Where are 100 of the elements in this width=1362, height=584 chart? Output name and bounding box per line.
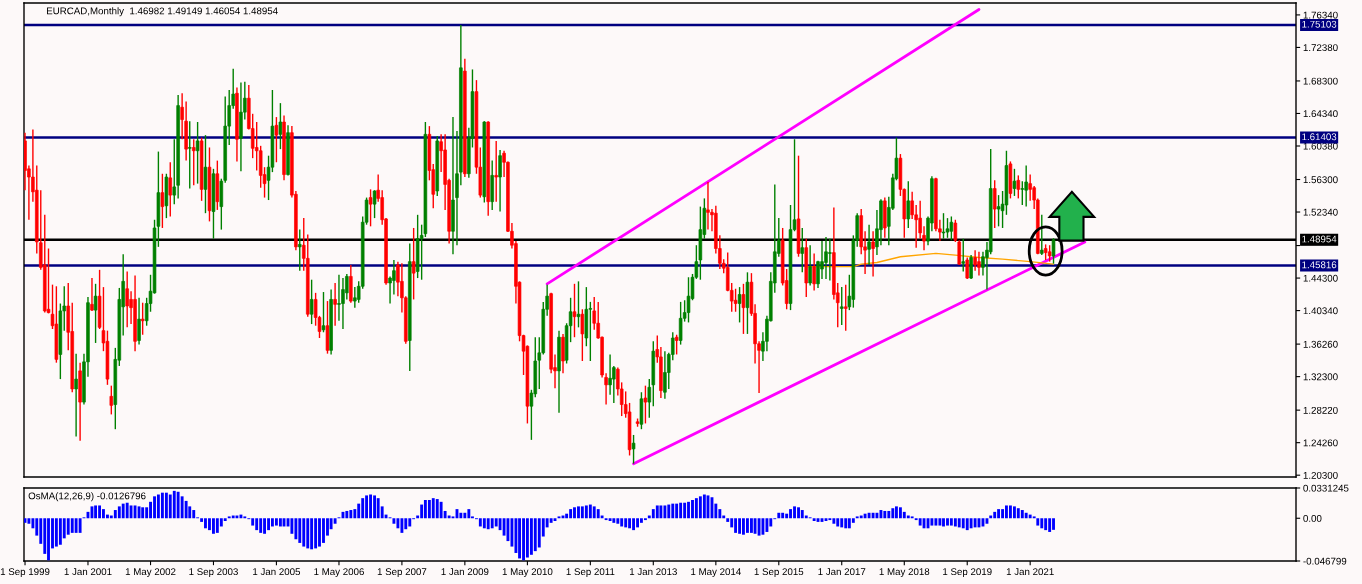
candlestick: [1024, 164, 1028, 208]
bar: [679, 502, 683, 519]
candlestick: [733, 288, 738, 313]
bar: [840, 518, 844, 528]
x-tick-label: 1 May 2006: [314, 568, 364, 578]
bar: [318, 518, 321, 547]
bar: [750, 518, 753, 533]
candlestick: [274, 116, 279, 163]
x-tick-label: 1 Sep 2019: [943, 568, 992, 578]
bar: [997, 509, 1001, 519]
bar: [204, 518, 207, 529]
bar: [894, 506, 898, 519]
bar: [408, 518, 412, 527]
bar: [632, 518, 635, 531]
bar: [396, 518, 400, 529]
bar: [294, 518, 298, 540]
candlestick: [321, 291, 326, 333]
candlestick: [1012, 168, 1017, 197]
bar: [306, 518, 310, 549]
bar: [376, 498, 380, 519]
candlestick: [341, 277, 345, 330]
bar: [1052, 518, 1055, 530]
candlestick: [969, 254, 973, 280]
x-tick-label: 1 Jan 2009: [441, 568, 489, 576]
bar: [836, 518, 840, 527]
bar: [812, 518, 816, 521]
bar: [125, 502, 129, 519]
bar: [172, 490, 176, 519]
bar: [168, 494, 172, 519]
ref-line-label: 1.45816: [1302, 261, 1337, 269]
bar: [675, 503, 679, 519]
bar: [883, 510, 887, 519]
candlestick: [1040, 214, 1044, 256]
candlestick: [411, 227, 416, 301]
bar: [365, 495, 369, 519]
bar: [427, 499, 431, 519]
bar: [533, 518, 537, 552]
bar: [369, 494, 373, 519]
bar: [953, 518, 957, 527]
candlestick: [90, 277, 94, 312]
candlestick: [1016, 174, 1021, 200]
candlestick: [973, 249, 977, 272]
candlestick: [961, 237, 965, 273]
candlestick: [309, 279, 314, 325]
bar: [270, 518, 274, 527]
candlestick: [498, 149, 502, 213]
bar: [463, 512, 467, 519]
bar: [949, 518, 953, 526]
bar: [349, 510, 353, 519]
bar: [789, 509, 792, 519]
bar: [215, 518, 219, 533]
bar: [902, 511, 906, 519]
bar: [596, 509, 600, 519]
candlestick: [643, 384, 648, 425]
bar: [1012, 506, 1016, 519]
candlestick: [674, 334, 679, 356]
bar: [946, 518, 949, 526]
x-tick-label: 1 May 2018: [879, 568, 930, 578]
bar: [467, 509, 471, 519]
y-tick-label: 1.76340: [1303, 11, 1338, 19]
bar: [612, 518, 616, 523]
bar: [734, 518, 738, 533]
bar: [251, 518, 255, 526]
bar: [156, 494, 160, 519]
candlestick: [298, 228, 302, 272]
candlestick: [168, 161, 173, 218]
candlestick: [686, 276, 691, 324]
bar: [580, 506, 584, 519]
bar: [844, 518, 848, 529]
candlestick: [572, 283, 577, 338]
x-tick-label: 1 Sep 2007: [377, 568, 427, 578]
candlestick: [561, 333, 565, 375]
bar: [184, 500, 188, 519]
bar: [691, 499, 694, 519]
x-tick-label: 1 Jan 2021: [1006, 568, 1054, 576]
bar: [478, 518, 482, 527]
bar: [345, 510, 349, 519]
bar: [659, 505, 663, 519]
candlestick: [160, 173, 165, 229]
bar: [153, 496, 156, 519]
candlestick: [965, 256, 969, 280]
x-tick-label: 1 Jan 2013: [629, 568, 677, 576]
bar: [160, 492, 164, 519]
bar: [887, 510, 891, 519]
candlestick: [808, 244, 812, 287]
bar: [1044, 518, 1048, 531]
bar: [973, 518, 977, 528]
bar: [797, 507, 800, 519]
candlestick: [663, 350, 667, 400]
candlestick: [839, 286, 844, 326]
bar: [565, 513, 569, 519]
bar: [518, 518, 521, 559]
bar: [588, 504, 592, 519]
y-tick-label: 1.72380: [1303, 44, 1338, 52]
bar: [490, 518, 494, 529]
bar: [117, 506, 121, 519]
bar: [259, 518, 263, 533]
candlestick: [1020, 180, 1025, 206]
bar: [847, 518, 851, 529]
bar: [1005, 505, 1008, 519]
